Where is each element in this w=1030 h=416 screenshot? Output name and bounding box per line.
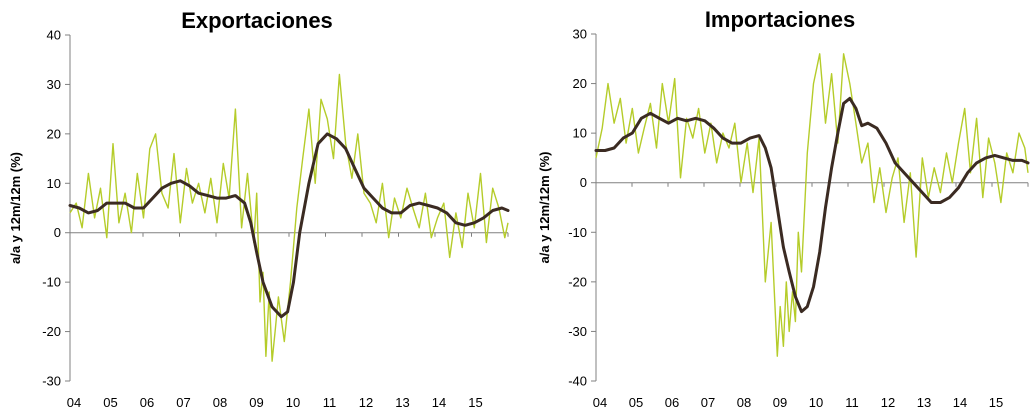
importaciones-x-tick-label: 14 [953,395,967,410]
exportaciones-y-tick-label: 30 [47,77,61,92]
importaciones-x-tick-label: 13 [917,395,931,410]
importaciones-y-tick-label: 30 [573,27,587,42]
importaciones-y-tick-label: -20 [568,274,587,289]
importaciones-panel: Importaciones a/a y 12m/12m (%) -40 -30 -20 -… [537,7,1030,410]
importaciones-y-axis-label: a/a y 12m/12m (%) [537,151,552,263]
exportaciones-x-tick-label: 11 [323,395,337,410]
exportaciones-x-tick-label: 05 [103,395,117,410]
exportaciones-y-tick-label: -10 [42,275,61,290]
importaciones-x-tick-label: 10 [809,395,823,410]
exportaciones-y-tick-label: 10 [47,176,61,191]
exportaciones-x-tick-label: 04 [67,395,81,410]
exportaciones-y-tick-label: -30 [42,374,61,389]
exportaciones-panel: Exportaciones a/a y 12m/12m (%) -30 -20 -10 0… [8,8,510,410]
importaciones-x-tick-label: 15 [989,395,1003,410]
importaciones-x-tick-label: 06 [665,395,679,410]
importaciones-x-tick-label: 11 [845,395,859,410]
exportaciones-x-tick-label: 09 [249,395,263,410]
exportaciones-x-tick-label: 14 [432,395,446,410]
exportaciones-y-tick-label: 0 [54,225,61,240]
exportaciones-monthly-series-line [69,73,509,362]
exportaciones-x-tick-label: 10 [286,395,300,410]
exportaciones-y-axis-label: a/a y 12m/12m (%) [8,152,23,264]
importaciones-x-tick-label: 05 [629,395,643,410]
importaciones-y-tick-label: 10 [573,126,587,141]
importaciones-y-tick-label: 20 [573,76,587,91]
importaciones-x-tick-label: 07 [701,395,715,410]
importaciones-title: Importaciones [705,7,855,32]
importaciones-x-tick-label: 08 [737,395,751,410]
exportaciones-y-tick-label: 40 [47,28,61,43]
importaciones-x-tick-label: 04 [593,395,607,410]
importaciones-monthly-series-line [595,53,1029,357]
exportaciones-y-tick-label: 20 [47,126,61,141]
importaciones-y-tick-label: 0 [580,175,587,190]
importaciones-trend-series-line [594,96,1030,314]
importaciones-y-tick-label: -30 [568,324,587,339]
exportaciones-x-tick-label: 13 [395,395,409,410]
exportaciones-x-tick-label: 12 [359,395,373,410]
exportaciones-x-tick-label: 15 [468,395,482,410]
importaciones-y-tick-label: -40 [568,374,587,389]
importaciones-x-tick-label: 12 [881,395,895,410]
exportaciones-title: Exportaciones [181,8,333,33]
exportaciones-x-tick-label: 06 [140,395,154,410]
exportaciones-x-tick-label: 07 [176,395,190,410]
exportaciones-x-tick-label: 08 [213,395,227,410]
importaciones-y-tick-label: -10 [568,225,587,240]
exportaciones-y-tick-label: -20 [42,324,61,339]
importaciones-x-tick-label: 09 [773,395,787,410]
exportaciones-trend-series-line [68,132,510,319]
